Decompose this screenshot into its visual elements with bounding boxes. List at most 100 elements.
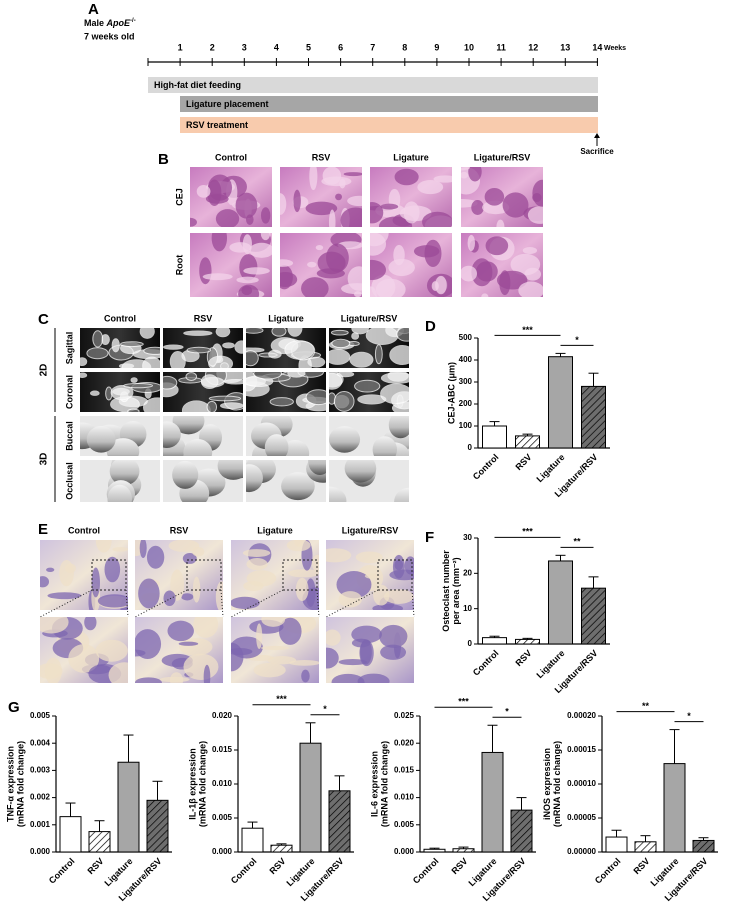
texture xyxy=(185,372,198,381)
texture xyxy=(40,617,69,634)
texture xyxy=(163,344,184,350)
texture xyxy=(183,653,219,681)
bar-hatch xyxy=(147,800,168,852)
texture xyxy=(333,390,355,412)
image xyxy=(231,617,319,683)
image-texture xyxy=(106,460,142,502)
zoom-line xyxy=(39,589,93,618)
texture xyxy=(169,351,186,368)
y-axis-label: Osteoclast number xyxy=(441,550,451,632)
texture xyxy=(178,641,199,646)
texture xyxy=(485,236,509,256)
timeline-bar xyxy=(148,77,598,93)
texture xyxy=(220,402,243,410)
y-tick-label: 200 xyxy=(459,399,473,408)
timeline-tick-label: 9 xyxy=(434,42,439,52)
y-tick-label: 0.00020 xyxy=(567,711,596,720)
x-tick-label: RSV xyxy=(449,856,469,876)
texture xyxy=(328,209,336,227)
texture xyxy=(143,397,160,412)
texture xyxy=(396,328,409,342)
timeline-bar xyxy=(180,96,598,112)
panel-label: F xyxy=(425,529,434,546)
zoom-line xyxy=(134,589,188,618)
texture xyxy=(243,267,270,275)
texture xyxy=(89,390,100,396)
x-tick-label: Ligature xyxy=(534,452,566,484)
bar-hatch xyxy=(89,831,110,852)
texture xyxy=(372,436,397,456)
zoom-line xyxy=(325,589,379,618)
bar-hatch xyxy=(271,845,292,852)
texture xyxy=(280,271,298,288)
texture xyxy=(246,350,259,367)
y-axis-label: iNOS expression xyxy=(542,748,552,820)
texture xyxy=(380,372,409,384)
texture xyxy=(167,620,194,642)
bar xyxy=(423,848,446,853)
x-tick-label: RSV xyxy=(267,856,287,876)
texture xyxy=(288,660,319,666)
texture xyxy=(242,549,271,557)
y-tick-label: 30 xyxy=(463,533,472,542)
texture xyxy=(135,629,162,659)
image xyxy=(326,540,414,610)
texture xyxy=(301,277,329,297)
texture xyxy=(518,281,543,297)
texture xyxy=(510,253,541,276)
texture xyxy=(80,372,88,379)
texture xyxy=(190,217,197,227)
texture xyxy=(95,540,112,553)
panel-label: E xyxy=(38,521,48,538)
timeline-tick-label: 5 xyxy=(306,42,311,52)
texture xyxy=(468,167,482,182)
texture xyxy=(326,647,339,669)
image xyxy=(163,372,243,412)
texture xyxy=(112,547,128,552)
bar-hatch xyxy=(511,810,532,852)
image-texture xyxy=(461,234,543,297)
texture xyxy=(484,188,505,206)
image-texture xyxy=(163,328,243,368)
image-texture xyxy=(251,416,310,456)
bar xyxy=(481,751,504,853)
panel-label: D xyxy=(425,318,436,335)
column-label: Ligature/RSV xyxy=(342,525,399,535)
texture xyxy=(403,201,420,224)
bar xyxy=(482,425,507,449)
texture xyxy=(217,460,243,480)
texture xyxy=(413,245,440,258)
image-texture xyxy=(199,233,272,297)
texture xyxy=(261,617,286,627)
image-texture xyxy=(190,174,271,227)
texture xyxy=(246,558,268,571)
y-tick-label: 300 xyxy=(459,377,473,386)
texture xyxy=(394,168,419,186)
texture xyxy=(374,344,383,365)
texture xyxy=(433,175,452,183)
y-tick-label: 0.005 xyxy=(30,711,51,720)
texture xyxy=(380,383,409,405)
texture xyxy=(183,330,213,336)
texture xyxy=(181,593,194,601)
image-texture xyxy=(329,328,409,368)
bar-hatch xyxy=(453,848,474,852)
row-label: Occlusal xyxy=(64,462,74,500)
texture xyxy=(249,242,272,258)
texture xyxy=(86,347,109,360)
column-label: RSV xyxy=(194,313,213,323)
image xyxy=(190,167,272,227)
y-axis-label: (mRNA fold change) xyxy=(552,741,562,827)
bar xyxy=(59,816,82,853)
texture xyxy=(351,625,382,644)
texture xyxy=(435,275,447,295)
y-tick-label: 0.010 xyxy=(394,793,415,802)
significance-label: *** xyxy=(522,325,533,335)
texture xyxy=(267,656,297,665)
texture xyxy=(183,439,213,456)
texture xyxy=(305,201,338,216)
y-tick-label: 0.015 xyxy=(212,745,233,754)
texture xyxy=(365,328,399,346)
timeline-tick-label: 13 xyxy=(560,42,570,52)
texture xyxy=(307,261,317,268)
